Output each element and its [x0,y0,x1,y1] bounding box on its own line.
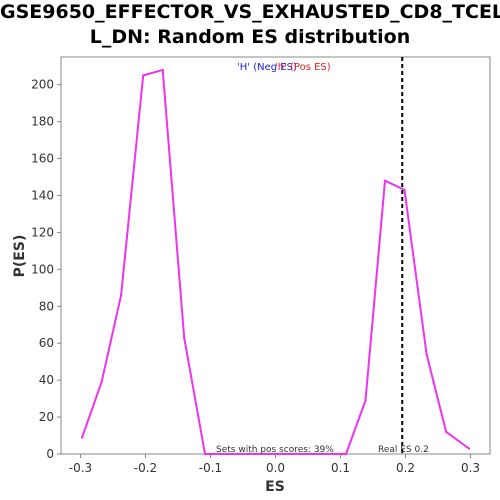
chart-title: GSE9650_EFFECTOR_VS_EXHAUSTED_CD8_TCEL L… [0,0,500,50]
real-es-label: Real ES 0.2 [378,445,429,455]
data-point [119,294,123,297]
data-point [182,336,186,339]
data-point [383,179,387,182]
series-layer [80,68,471,456]
y-tick-label: 200 [31,78,54,92]
data-point [274,452,277,456]
legend-pos-text: 'h' (Pos ES) [275,62,331,73]
y-tick-label: 80 [39,299,54,313]
y-tick-label: 0 [46,447,54,461]
x-tick-label: -0.1 [199,461,222,475]
y-tick-label: 120 [31,225,54,239]
y-axis-title: P(ES) [12,235,28,278]
x-tick-label: 0.0 [266,461,285,475]
y-tick-label: 180 [31,115,54,129]
plot-area [60,56,491,455]
data-point [203,452,207,456]
y-axis-ticks: 0 20 40 60 80 100 120 140 160 180 200 [31,78,61,461]
chart-title-line-2: L_DN: Random ES distribution [89,26,411,48]
y-tick-label: 60 [39,336,54,350]
legend: 'H' (Neg ES) 'h' (Pos ES) [237,62,331,73]
x-tick-label: -0.3 [69,461,92,475]
x-tick-label: 0.2 [396,461,415,475]
data-point [142,74,145,77]
data-point [80,436,84,439]
y-tick-label: 160 [31,152,54,166]
data-point [100,380,103,384]
data-point [444,430,448,434]
x-tick-label: -0.2 [134,461,157,475]
data-point [467,447,471,450]
y-tick-label: 100 [31,262,54,276]
legend-neg-text: 'H' (Neg ES) [237,62,297,73]
data-point [403,188,406,192]
x-tick-label: 0.3 [461,461,480,475]
x-axis-title: ES [265,479,285,495]
y-tick-label: 40 [39,373,54,387]
data-point [364,399,367,402]
chart-title-line-1: GSE9650_EFFECTOR_VS_EXHAUSTED_CD8_TCEL [0,1,500,23]
x-axis-ticks: -0.3 -0.2 -0.1 0.0 0.1 0.2 0.3 [69,454,480,475]
y-tick-label: 140 [31,188,54,202]
pos-scores-annotation: Sets with pos scores: 39% [216,445,334,455]
x-tick-label: 0.1 [331,461,350,475]
data-point [425,353,428,356]
data-point [344,452,348,456]
y-tick-label: 20 [39,410,54,424]
data-point [161,68,164,72]
